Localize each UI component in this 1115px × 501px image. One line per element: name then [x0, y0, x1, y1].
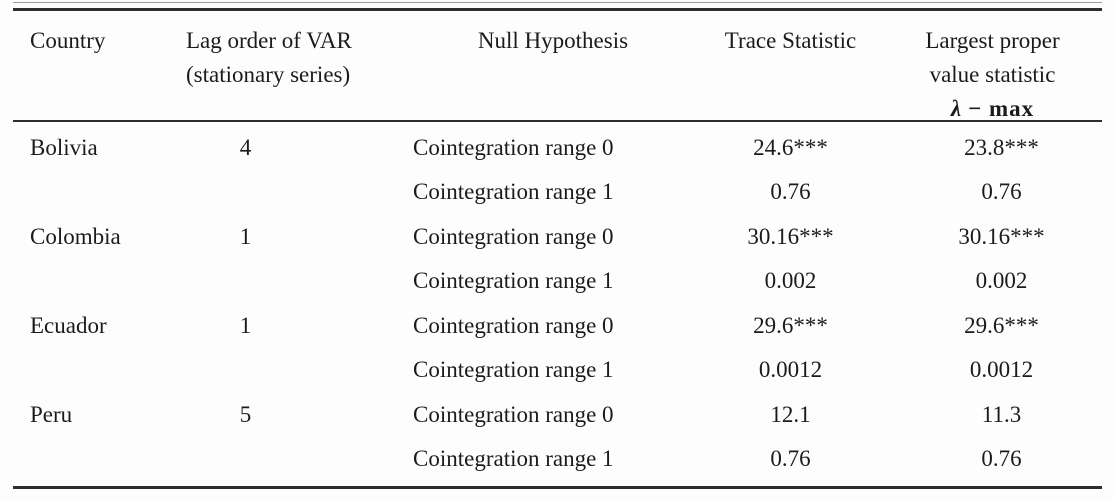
null-hypothesis-cell: Cointegration range 1 — [413, 268, 614, 294]
col-header-lag-order: Lag order of VAR (stationary series) — [183, 24, 408, 126]
lambda-max-cell: 23.8*** — [964, 134, 1039, 160]
country-cell: Peru — [30, 401, 73, 427]
trace-statistic-cell: 0.0012 — [758, 357, 823, 383]
table-body: Bolivia 4 Cointegration range 0 24.6*** … — [13, 121, 1102, 482]
null-hypothesis-cell: Cointegration range 1 — [413, 357, 614, 383]
trace-statistic-cell: 0.76 — [770, 446, 811, 472]
lambda-max-cell: 11.3 — [981, 401, 1022, 427]
country-cell: Bolivia — [30, 134, 98, 160]
trace-statistic-cell: 0.002 — [764, 268, 817, 294]
country-cell — [13, 170, 183, 215]
lag-order-cell — [183, 170, 408, 215]
lambda-glyph: λ — [950, 96, 963, 121]
lag-order-cell: 1 — [239, 312, 252, 338]
header-divider-rule — [13, 120, 1102, 122]
lag-order-cell — [183, 259, 408, 304]
trace-statistic-cell: 12.1 — [770, 401, 811, 427]
col-header-lag-order-line2: (stationary series) — [186, 62, 351, 87]
lambda-max-cell: 0.002 — [975, 268, 1028, 294]
country-cell: Ecuador — [30, 312, 107, 338]
lag-order-cell — [183, 437, 408, 482]
col-header-lambda-max-line2: value statistic — [929, 62, 1056, 87]
lambda-max-cell: 0.0012 — [969, 357, 1034, 383]
lambda-max-cell: 29.6*** — [964, 312, 1039, 338]
lambda-max-label: − max — [968, 96, 1035, 121]
col-header-country: Country — [30, 28, 106, 53]
lambda-max-symbol: λ − max — [883, 92, 1102, 126]
table-header-row: Country Lag order of VAR (stationary ser… — [13, 11, 1102, 126]
null-hypothesis-cell: Cointegration range 1 — [413, 446, 614, 472]
lag-order-cell — [183, 348, 408, 393]
country-cell — [13, 259, 183, 304]
lag-order-cell: 5 — [239, 401, 252, 427]
trace-statistic-cell: 30.16*** — [747, 223, 834, 249]
lambda-max-cell: 30.16*** — [958, 223, 1045, 249]
country-cell — [13, 348, 183, 393]
top-rule-thick — [13, 8, 1102, 11]
lag-order-cell: 4 — [239, 134, 252, 160]
null-hypothesis-cell: Cointegration range 0 — [413, 134, 614, 160]
country-cell — [13, 437, 183, 482]
trace-statistic-cell: 0.76 — [770, 179, 811, 205]
col-header-trace-statistic: Trace Statistic — [724, 28, 857, 53]
col-header-lambda-max: Largest proper value statistic λ − max — [883, 24, 1102, 126]
null-hypothesis-cell: Cointegration range 0 — [413, 401, 614, 427]
bottom-rule — [13, 486, 1102, 489]
lambda-max-cell: 0.76 — [981, 446, 1022, 472]
null-hypothesis-cell: Cointegration range 0 — [413, 223, 614, 249]
trace-statistic-cell: 24.6*** — [753, 134, 828, 160]
country-cell: Colombia — [30, 223, 121, 249]
col-header-null-hypothesis: Null Hypothesis — [477, 28, 629, 53]
col-header-lag-order-line1: Lag order of VAR — [186, 28, 352, 53]
col-header-lambda-max-line1: Largest proper — [925, 28, 1060, 53]
null-hypothesis-cell: Cointegration range 1 — [413, 179, 614, 205]
lag-order-cell: 1 — [239, 223, 252, 249]
null-hypothesis-cell: Cointegration range 0 — [413, 312, 614, 338]
lambda-max-cell: 0.76 — [981, 179, 1022, 205]
trace-statistic-cell: 29.6*** — [753, 312, 828, 338]
top-rule-thin — [13, 2, 1102, 3]
